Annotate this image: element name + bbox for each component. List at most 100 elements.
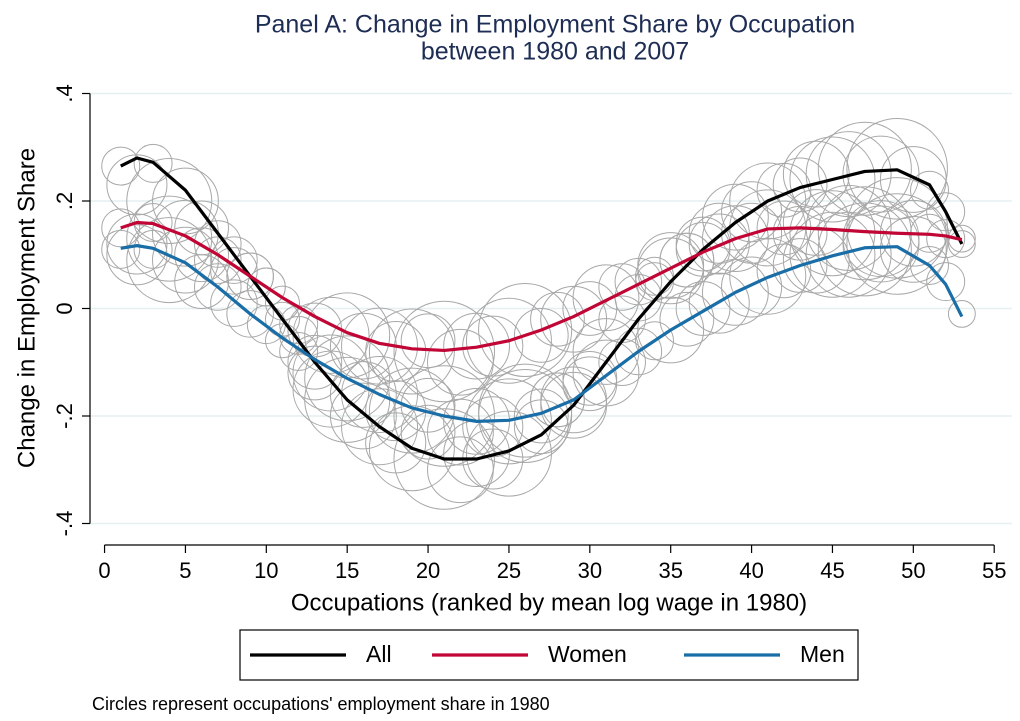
bubble bbox=[947, 299, 976, 328]
bubble bbox=[393, 300, 496, 403]
bubble bbox=[910, 170, 950, 210]
bubble bbox=[329, 382, 397, 450]
bubble bbox=[842, 205, 920, 283]
x-tick-label: 45 bbox=[820, 558, 844, 583]
x-tick-label: 5 bbox=[179, 558, 191, 583]
bubble bbox=[368, 308, 455, 395]
y-tick-label: -.2 bbox=[52, 403, 77, 429]
x-tick-label: 15 bbox=[335, 558, 359, 583]
bubble bbox=[174, 227, 229, 283]
bubble bbox=[572, 339, 640, 407]
lines bbox=[120, 156, 964, 461]
bubble bbox=[226, 252, 274, 301]
bubble bbox=[947, 224, 976, 253]
bubble bbox=[126, 158, 213, 244]
bubble bbox=[329, 361, 397, 428]
bubble bbox=[106, 154, 168, 216]
bubble bbox=[817, 202, 912, 297]
bubble bbox=[462, 396, 524, 458]
axes: -.4 -.2 0 .2 .4 0 5 10 15 20 25 30 35 40 45 50 55 bbox=[52, 84, 1007, 582]
bubble bbox=[292, 334, 370, 412]
bubble bbox=[393, 408, 496, 510]
bubble bbox=[106, 213, 168, 275]
bubble bbox=[462, 315, 524, 377]
bubble bbox=[772, 238, 828, 293]
bubble bbox=[635, 321, 675, 361]
series-line bbox=[120, 220, 963, 353]
bubble bbox=[701, 183, 769, 251]
bubble bbox=[530, 291, 585, 347]
bubble bbox=[210, 236, 258, 284]
bubble bbox=[947, 230, 976, 258]
y-tick-label: .2 bbox=[52, 192, 77, 210]
x-axis-label: Occupations (ranked by mean log wage in … bbox=[291, 589, 807, 616]
y-axis-label: Change in Employment Share bbox=[13, 148, 40, 468]
bubble bbox=[635, 256, 675, 296]
bubble bbox=[637, 296, 705, 364]
bubble bbox=[400, 377, 456, 433]
bubble bbox=[846, 193, 948, 295]
x-tick-label: 0 bbox=[98, 558, 110, 583]
chart-title: Panel A: Change in Employment Share by O… bbox=[255, 11, 855, 39]
bubble bbox=[393, 365, 496, 467]
bubble bbox=[194, 263, 242, 311]
bubble bbox=[287, 345, 343, 401]
bubble bbox=[562, 351, 618, 406]
bubble bbox=[287, 334, 343, 390]
bubble bbox=[540, 285, 608, 353]
bubble bbox=[530, 372, 585, 428]
bubble bbox=[478, 363, 573, 458]
bubble bbox=[279, 332, 319, 371]
x-tick-label: 55 bbox=[982, 558, 1006, 583]
bubble bbox=[659, 291, 715, 347]
bubble bbox=[152, 167, 219, 235]
x-tick-label: 10 bbox=[254, 558, 278, 583]
chart-title: between 1980 and 2007 bbox=[421, 38, 689, 66]
legend-label: All bbox=[366, 641, 392, 667]
bubble bbox=[341, 307, 419, 385]
bubble bbox=[133, 143, 173, 183]
bubble bbox=[427, 398, 494, 466]
bubble bbox=[926, 262, 966, 302]
bubble bbox=[101, 229, 141, 269]
bubble bbox=[465, 410, 552, 497]
bubble bbox=[688, 272, 750, 334]
series-line bbox=[120, 156, 964, 461]
bubble bbox=[910, 246, 950, 285]
bubble bbox=[562, 356, 618, 412]
bubble bbox=[101, 146, 141, 186]
bubble bbox=[365, 320, 427, 383]
bubble bbox=[478, 282, 573, 378]
bubble bbox=[210, 279, 258, 327]
note: Circles represent occupations' employmen… bbox=[92, 694, 550, 714]
series-line bbox=[120, 244, 964, 423]
bubble bbox=[789, 136, 876, 223]
bubble bbox=[772, 157, 828, 213]
bubble bbox=[879, 146, 947, 213]
bubble bbox=[513, 308, 569, 363]
y-tick-label: .4 bbox=[52, 84, 77, 102]
legend-label: Women bbox=[548, 641, 627, 667]
bubble bbox=[789, 211, 876, 298]
bubble bbox=[126, 217, 213, 304]
x-tick-label: 35 bbox=[658, 558, 682, 583]
bubble bbox=[729, 237, 807, 315]
bubble bbox=[226, 290, 274, 338]
bubble bbox=[562, 281, 618, 336]
bubble bbox=[427, 328, 494, 396]
bubble bbox=[427, 436, 494, 504]
legend-label: Men bbox=[800, 641, 845, 667]
bubble bbox=[368, 405, 455, 492]
x-tick-label: 40 bbox=[739, 558, 763, 583]
bubble bbox=[304, 335, 391, 422]
x-tick-label: 30 bbox=[578, 558, 602, 583]
bubble bbox=[572, 264, 640, 332]
bubble bbox=[729, 162, 807, 240]
bubble bbox=[513, 388, 569, 444]
bubble bbox=[126, 195, 213, 282]
bubble bbox=[465, 297, 552, 384]
bubble bbox=[846, 117, 948, 220]
bubble bbox=[805, 211, 892, 298]
